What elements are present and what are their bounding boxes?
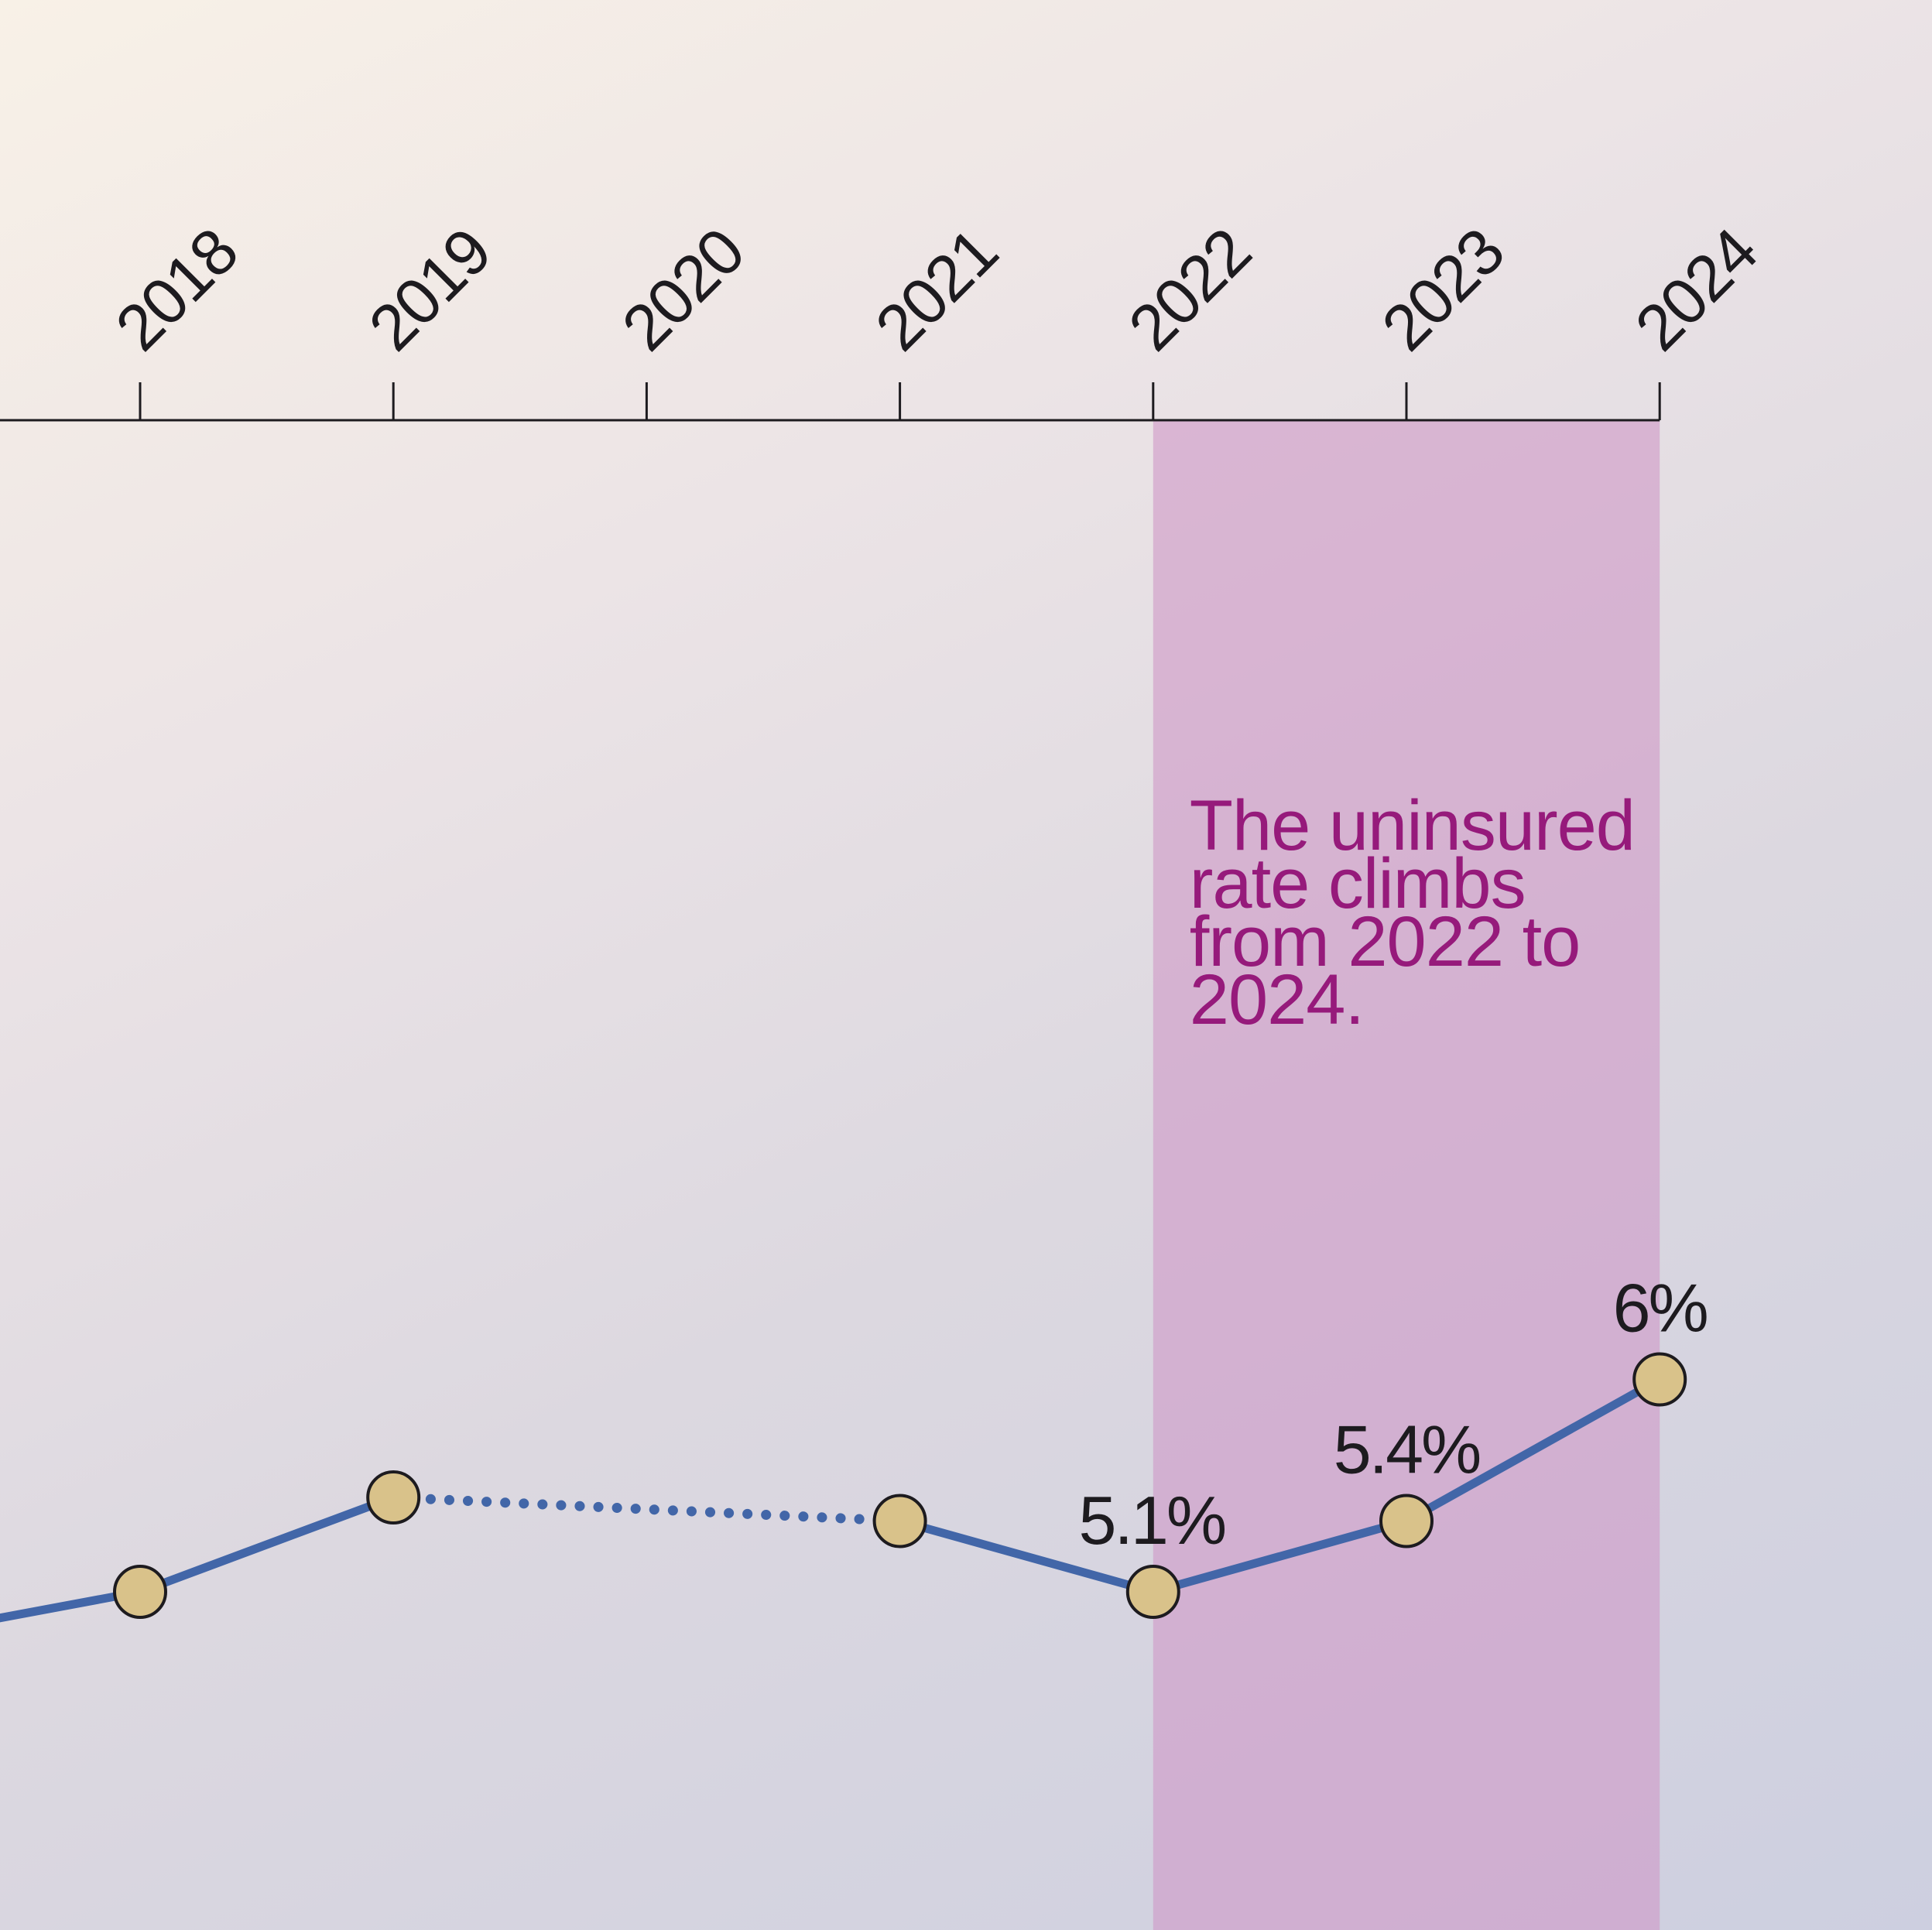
data-point-2022: [1125, 1565, 1180, 1619]
annotation-note: The uninsured rate climbs from 2022 to 2024…: [1190, 786, 1635, 1039]
line-segment: [0, 1587, 142, 1623]
line-segment: [1404, 1375, 1662, 1525]
data-point-2019: [366, 1470, 421, 1524]
line-segment: [139, 1493, 396, 1596]
x-tick-label-2024: 2024: [1621, 215, 1770, 364]
x-tick-label-2022: 2022: [1115, 215, 1264, 364]
data-point-2024: [1632, 1352, 1687, 1407]
x-axis-ticks: [139, 382, 1661, 420]
line-segment: [899, 1517, 1155, 1596]
x-tick-label-2023: 2023: [1368, 215, 1517, 364]
x-axis-tick-labels: 2018 2019 2020 2021 2022 2023 2024: [101, 215, 1770, 364]
gap-segment-dotted: [388, 1492, 906, 1526]
x-tick-label-2018: 2018: [101, 215, 251, 364]
data-label-2022: 5.1%: [1079, 1482, 1225, 1559]
data-label-2023: 5.4%: [1334, 1412, 1480, 1488]
highlight-band: [1153, 420, 1660, 1930]
data-label-2024: 6%: [1613, 1270, 1708, 1347]
x-tick-label-2019: 2019: [355, 215, 504, 364]
data-labels: 5.1% 5.4% 6%: [1079, 1270, 1710, 1559]
annotation-note-line: from 2022 to: [1190, 902, 1581, 981]
x-tick-label-2020: 2020: [608, 215, 758, 364]
x-tick-label-2021: 2021: [862, 215, 1011, 364]
annotation-note-line: 2024.: [1190, 960, 1364, 1039]
annotation-note-line: rate climbs: [1190, 844, 1526, 923]
line-segment: [1152, 1517, 1408, 1596]
data-point-2023: [1379, 1494, 1434, 1548]
annotation-note-line: The uninsured: [1190, 786, 1635, 865]
data-point-2021: [872, 1494, 927, 1548]
series-points: [113, 1352, 1687, 1619]
series-line: [0, 1375, 1662, 1623]
data-point-2018: [113, 1565, 167, 1619]
